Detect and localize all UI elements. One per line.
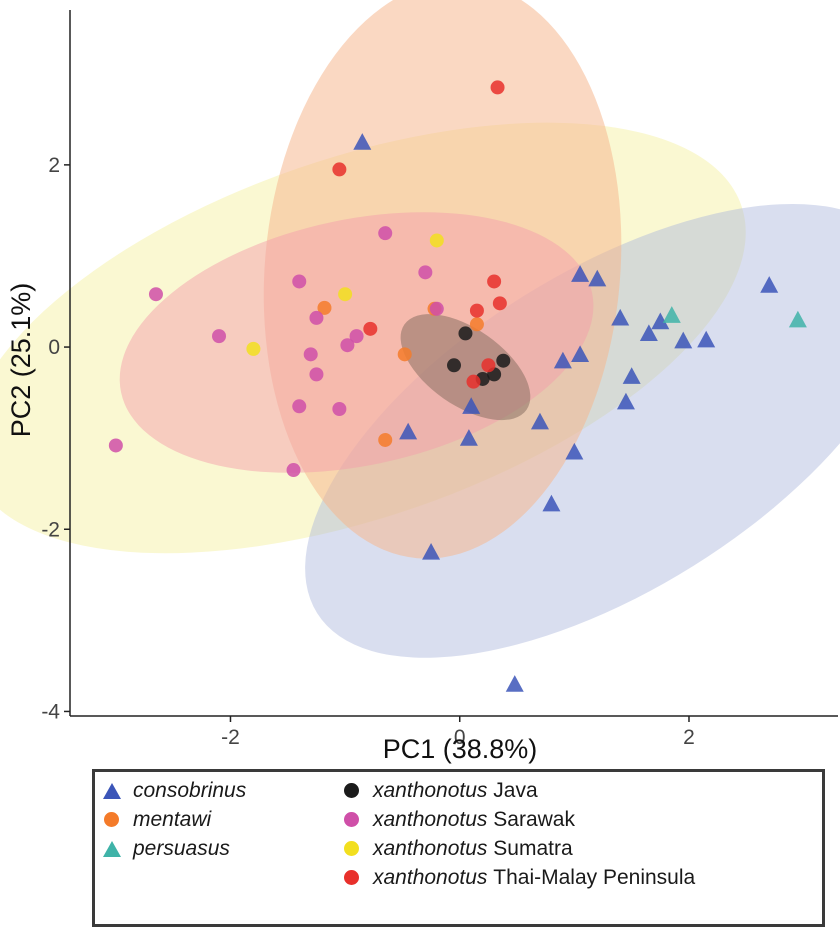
point-xanthonotus_thaimalay-3 <box>492 296 507 311</box>
point-xanthonotus_sumatra-1 <box>338 287 353 302</box>
data-points <box>108 80 807 692</box>
point-xanthonotus_sarawak-13 <box>286 463 301 478</box>
point-persuasus-0 <box>662 306 681 323</box>
point-consobrinus-7 <box>697 330 716 348</box>
point-consobrinus-6 <box>674 331 693 349</box>
point-xanthonotus_sarawak-9 <box>309 367 324 382</box>
legend-item-legend-col2-2: xanthonotus Sumatra <box>343 834 695 863</box>
point-consobrinus-13 <box>462 397 481 414</box>
legend-column-2: xanthonotus Java xanthonotus Sarawak xanth… <box>343 776 695 892</box>
point-xanthonotus_thaimalay-4 <box>469 303 484 318</box>
point-consobrinus-15 <box>399 422 418 440</box>
legend-population-label: Sumatra <box>487 836 573 860</box>
legend-item-legend-col1-0: consobrinus <box>103 776 246 805</box>
point-xanthonotus_thaimalay-1 <box>332 162 347 177</box>
legend-item-legend-col2-0: xanthonotus Java <box>343 776 695 805</box>
point-xanthonotus_thaimalay-7 <box>466 374 481 389</box>
legend-species-label: mentawi <box>133 807 212 831</box>
point-xanthonotus_sarawak-5 <box>349 329 364 344</box>
point-xanthonotus_sarawak-12 <box>332 402 347 417</box>
ellipse-xanthonotus_java <box>400 314 531 421</box>
triangle-marker-icon <box>103 782 121 799</box>
point-consobrinus-2 <box>588 269 607 287</box>
legend-item-legend-col2-3: xanthonotus Thai-Malay Peninsula <box>343 863 695 892</box>
point-consobrinus-20 <box>505 675 524 692</box>
legend-species-label: xanthonotus <box>373 865 488 889</box>
point-consobrinus-19 <box>422 543 441 560</box>
legend-species-label: xanthonotus <box>373 778 488 802</box>
point-xanthonotus_sarawak-14 <box>108 438 123 453</box>
y-tick-label-0: -4 <box>41 700 60 723</box>
legend-item-legend-col2-1: xanthonotus Sarawak <box>343 805 695 834</box>
point-consobrinus-1 <box>571 265 590 282</box>
y-tick-label-2: 0 <box>48 336 60 359</box>
legend-item-legend-col1-1: mentawi <box>103 805 246 834</box>
pca-scatter-plot: -2 0 2 -4 -2 0 2 PC1 (38.8%) PC2 (25.1%) <box>0 0 840 764</box>
confidence-ellipses <box>0 0 840 658</box>
x-tick-label-1: 0 <box>454 726 466 749</box>
point-xanthonotus_thaimalay-5 <box>363 321 378 336</box>
legend-species-label: persuasus <box>133 836 230 860</box>
point-xanthonotus_sarawak-3 <box>148 287 163 302</box>
point-xanthonotus_thaimalay-6 <box>481 358 496 373</box>
point-xanthonotus_sumatra-0 <box>429 233 444 248</box>
point-xanthonotus_sarawak-0 <box>378 226 393 241</box>
circle-marker-icon <box>104 812 119 827</box>
circle-marker-icon <box>344 870 359 885</box>
point-consobrinus-8 <box>760 276 779 293</box>
point-mentawi-0 <box>317 300 332 315</box>
axes <box>69 10 838 717</box>
legend: consobrinus mentawi persuasus xanthonotus … <box>92 769 825 927</box>
point-consobrinus-10 <box>553 351 572 369</box>
triangle-marker-icon <box>103 840 121 857</box>
point-xanthonotus_java-1 <box>447 358 461 373</box>
point-mentawi-2 <box>469 317 484 332</box>
legend-population-label: Sarawak <box>487 807 575 831</box>
point-xanthonotus_sumatra-2 <box>246 341 261 356</box>
point-consobrinus-5 <box>651 312 670 330</box>
point-xanthonotus_sarawak-11 <box>292 399 307 414</box>
circle-marker-icon <box>344 841 359 856</box>
point-xanthonotus_sarawak-2 <box>292 274 307 289</box>
legend-item-legend-col1-2: persuasus <box>103 834 246 863</box>
point-consobrinus-17 <box>565 442 584 460</box>
y-tick-label-3: 2 <box>48 154 60 177</box>
point-persuasus-1 <box>788 310 807 328</box>
x-tick-label-2: 2 <box>683 726 695 749</box>
circle-marker-icon <box>344 783 359 798</box>
x-axis-label: PC1 (38.8%) <box>383 734 538 764</box>
legend-species-label: xanthonotus <box>373 807 488 831</box>
point-xanthonotus_thaimalay-2 <box>487 274 502 289</box>
circle-marker-icon <box>344 812 359 827</box>
point-xanthonotus_java-3 <box>496 353 511 368</box>
legend-population-label: Java <box>487 778 538 802</box>
point-xanthonotus_sarawak-10 <box>429 301 444 316</box>
point-consobrinus-12 <box>616 392 635 410</box>
point-consobrinus-0 <box>353 133 372 150</box>
legend-column-1: consobrinus mentawi persuasus <box>103 776 246 863</box>
point-xanthonotus_thaimalay-0 <box>490 80 505 95</box>
point-xanthonotus_sarawak-4 <box>309 310 324 325</box>
point-consobrinus-18 <box>542 494 561 512</box>
y-axis-label: PC2 (25.1%) <box>6 283 36 438</box>
point-xanthonotus_sarawak-7 <box>212 329 227 344</box>
point-consobrinus-16 <box>459 429 478 446</box>
point-xanthonotus_java-0 <box>458 326 473 341</box>
legend-species-label: consobrinus <box>133 778 247 802</box>
point-xanthonotus_sarawak-6 <box>340 338 355 353</box>
point-mentawi-3 <box>397 347 412 362</box>
point-consobrinus-14 <box>530 412 549 430</box>
point-consobrinus-3 <box>611 308 630 326</box>
legend-species-label: xanthonotus <box>373 836 488 860</box>
point-consobrinus-4 <box>639 324 658 342</box>
point-xanthonotus_sarawak-1 <box>418 265 433 280</box>
legend-population-label: Thai-Malay Peninsula <box>487 865 696 889</box>
y-tick-label-1: -2 <box>41 518 60 541</box>
point-consobrinus-11 <box>622 367 641 384</box>
point-mentawi-4 <box>378 432 393 447</box>
point-xanthonotus_sarawak-8 <box>303 347 318 362</box>
axis-ticks: -2 0 2 -4 -2 0 2 <box>41 154 695 749</box>
x-tick-label-0: -2 <box>221 726 240 749</box>
point-consobrinus-9 <box>571 345 590 362</box>
